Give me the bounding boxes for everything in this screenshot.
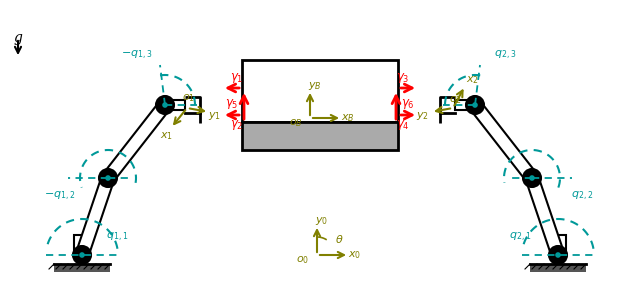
Bar <box>530 264 586 272</box>
Circle shape <box>472 102 478 108</box>
Text: $\gamma_5$: $\gamma_5$ <box>225 97 239 111</box>
Bar <box>54 264 110 272</box>
Text: $y_B$: $y_B$ <box>308 80 322 92</box>
Polygon shape <box>76 176 114 257</box>
Bar <box>550 235 566 255</box>
Text: $q_{2,3}$: $q_{2,3}$ <box>494 48 516 62</box>
Text: $q_{1,1}$: $q_{1,1}$ <box>106 231 128 244</box>
Bar <box>242 122 398 150</box>
Text: $o_B$: $o_B$ <box>289 117 303 129</box>
Text: $x_B$: $x_B$ <box>341 112 355 124</box>
Circle shape <box>549 246 567 264</box>
Bar <box>242 60 398 122</box>
Text: $q_{2,2}$: $q_{2,2}$ <box>571 189 593 202</box>
Circle shape <box>523 169 541 187</box>
Text: g: g <box>13 31 22 45</box>
Text: $\gamma_2$: $\gamma_2$ <box>230 118 244 132</box>
Circle shape <box>79 252 85 258</box>
Text: $o_1$: $o_1$ <box>182 92 196 104</box>
Polygon shape <box>526 176 564 257</box>
Text: $\theta$: $\theta$ <box>335 233 343 245</box>
Text: $x_0$: $x_0$ <box>348 249 362 261</box>
Text: $\gamma_4$: $\gamma_4$ <box>396 118 410 132</box>
Circle shape <box>156 96 174 114</box>
Circle shape <box>556 252 561 258</box>
Text: $\gamma_6$: $\gamma_6$ <box>401 97 415 111</box>
Text: $-q_{1,3}$: $-q_{1,3}$ <box>121 48 153 62</box>
Polygon shape <box>103 101 170 182</box>
Circle shape <box>99 169 117 187</box>
Text: $y_1$: $y_1$ <box>209 110 221 122</box>
Text: $o_0$: $o_0$ <box>296 254 310 266</box>
Circle shape <box>105 175 111 181</box>
Bar <box>74 235 90 255</box>
Polygon shape <box>470 101 537 182</box>
Text: $q_{2,1}$: $q_{2,1}$ <box>509 231 531 244</box>
Polygon shape <box>455 100 475 110</box>
Text: $-q_{1,2}$: $-q_{1,2}$ <box>44 189 76 202</box>
Text: $y_0$: $y_0$ <box>316 215 328 227</box>
Text: $o_2$: $o_2$ <box>449 94 461 106</box>
Text: $\gamma_3$: $\gamma_3$ <box>396 71 410 85</box>
Text: $y_2$: $y_2$ <box>417 110 429 122</box>
Circle shape <box>162 102 168 108</box>
Text: $x_2$: $x_2$ <box>467 74 479 86</box>
Text: $\gamma_1$: $\gamma_1$ <box>230 71 244 85</box>
Circle shape <box>529 175 535 181</box>
Circle shape <box>466 96 484 114</box>
Polygon shape <box>165 100 185 110</box>
Text: $x_1$: $x_1$ <box>161 130 173 142</box>
Circle shape <box>73 246 91 264</box>
